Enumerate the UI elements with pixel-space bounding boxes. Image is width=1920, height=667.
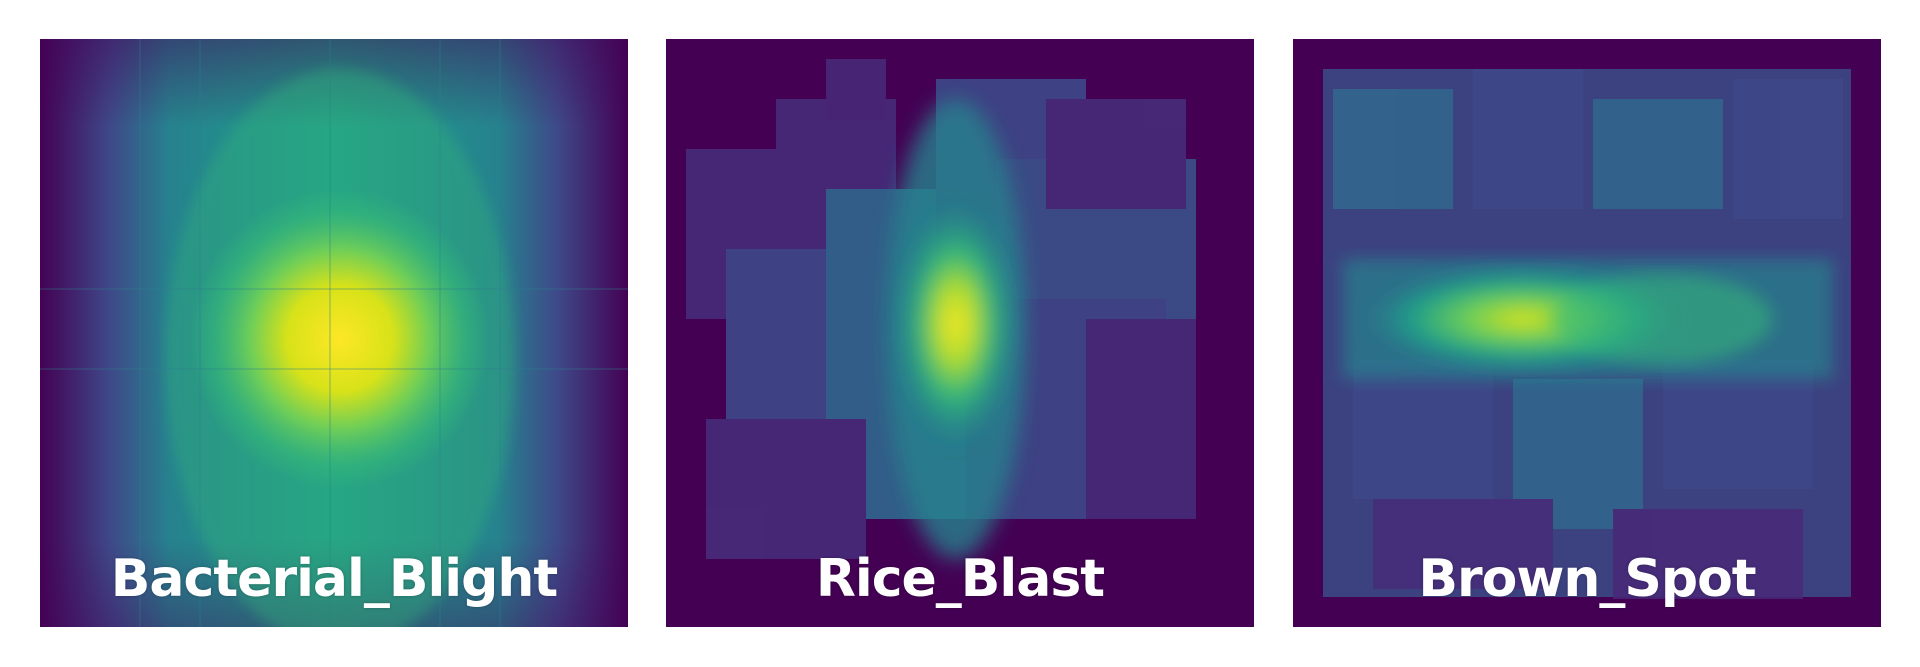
- heatmap-panel-bacterial-blight: Bacterial_Blight: [40, 39, 628, 627]
- heatmap-image-bacterial-blight: [40, 39, 628, 627]
- heatmap-image-brown-spot: [1293, 39, 1881, 627]
- heatmap-panel-rice-blast: Rice_Blast: [666, 39, 1254, 627]
- heatmap-panel-brown-spot: Brown_Spot: [1293, 39, 1881, 627]
- panel-label-bacterial-blight: Bacterial_Blight: [110, 549, 558, 609]
- heatmap-image-rice-blast: [666, 39, 1254, 627]
- panel-label-rice-blast: Rice_Blast: [815, 549, 1105, 609]
- panel-label-brown-spot: Brown_Spot: [1418, 549, 1756, 609]
